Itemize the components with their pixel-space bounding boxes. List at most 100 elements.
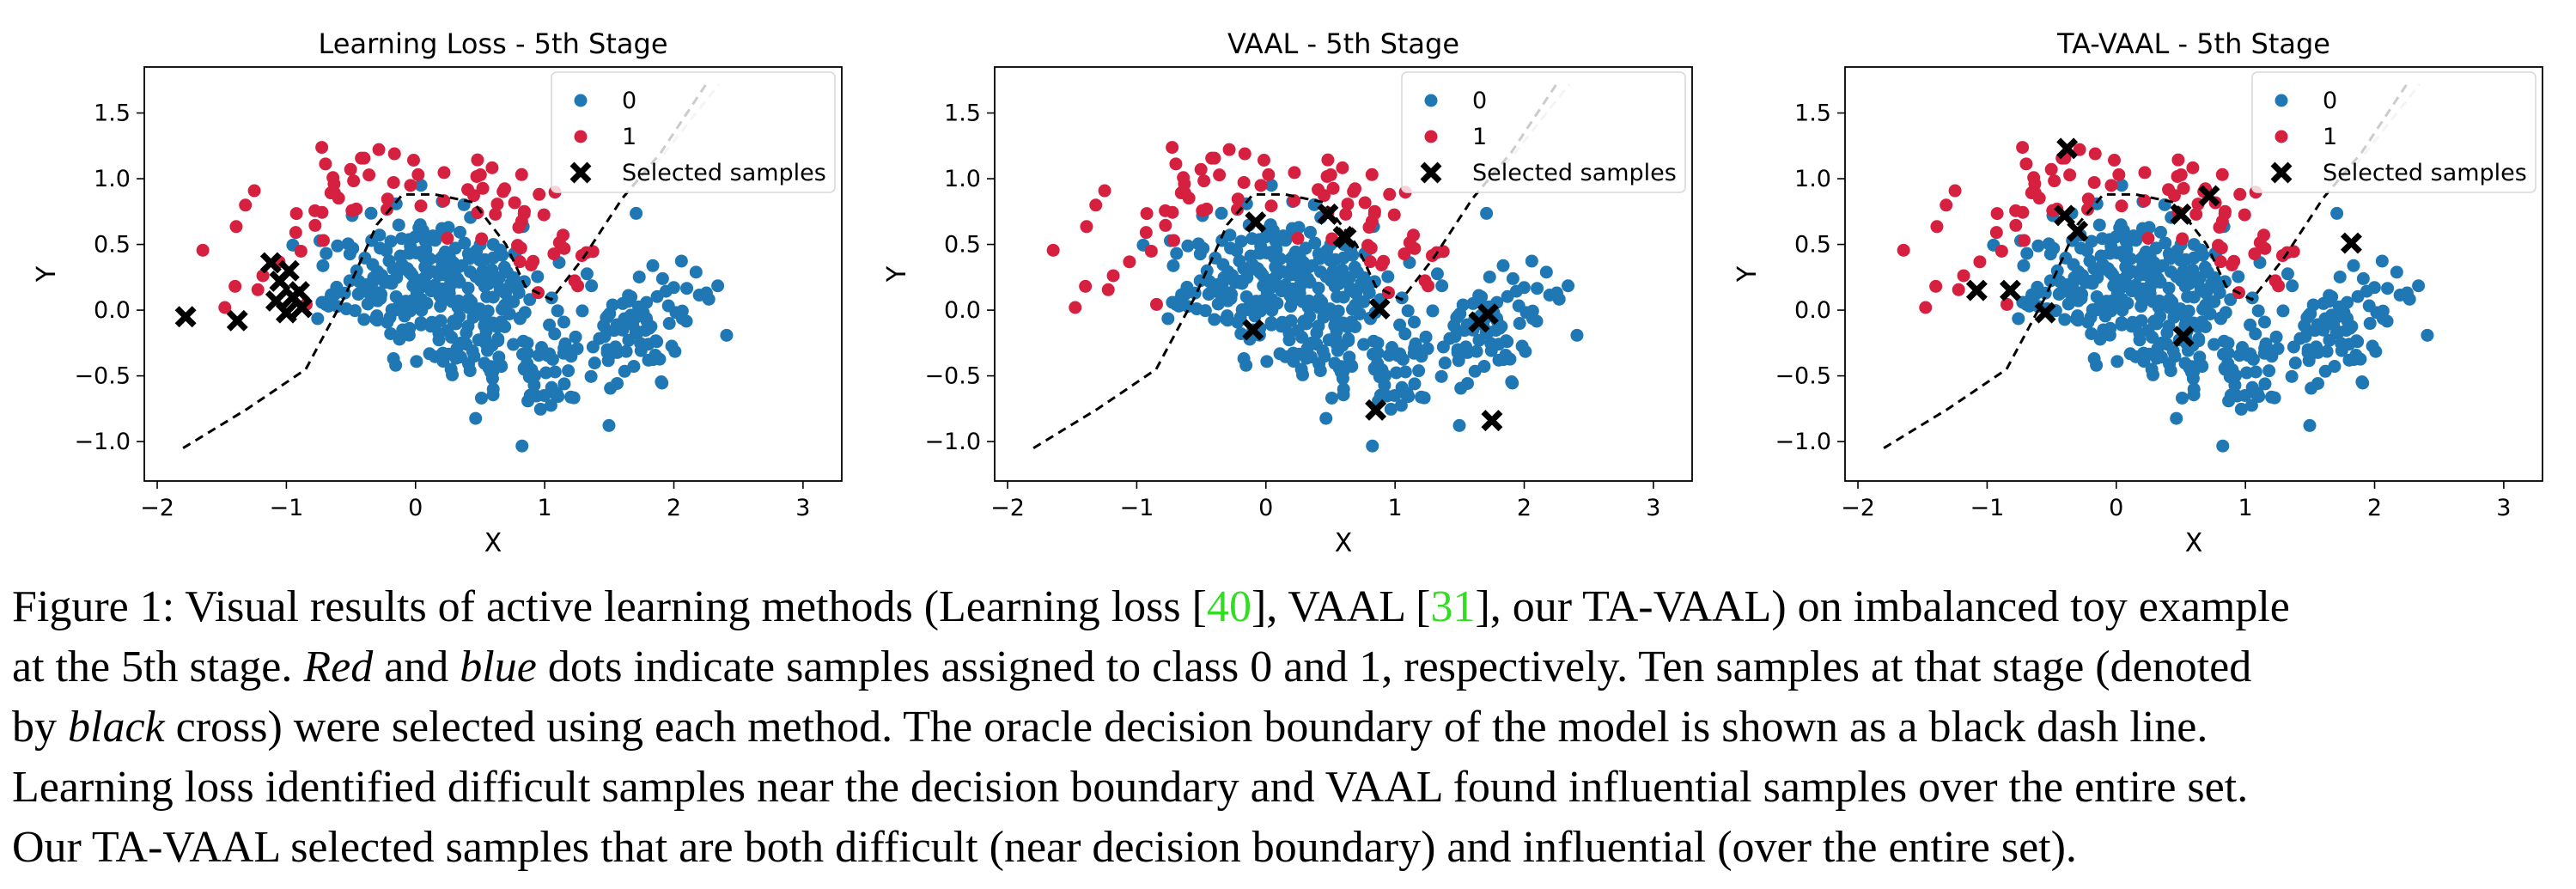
class1-point (1374, 258, 1388, 271)
class0-point (385, 277, 399, 290)
class0-point (1217, 271, 1231, 284)
class1-point (515, 167, 528, 181)
class0-point (661, 299, 675, 313)
class0-point (1289, 285, 1303, 299)
svg-text:1: 1 (622, 124, 636, 150)
class0-point (2187, 251, 2201, 265)
y-axis-label: Y (882, 265, 912, 283)
class0-point (436, 249, 450, 263)
class0-point (1408, 377, 1422, 391)
class0-point (1231, 315, 1245, 329)
selected-sample-marker (277, 259, 300, 282)
class1-point (357, 151, 371, 165)
legend-entry-selected: Selected samples (1420, 160, 1677, 186)
class0-point (619, 344, 633, 358)
class0-point (2340, 312, 2354, 326)
selected-sample-marker (2198, 185, 2220, 207)
class0-point (2362, 299, 2376, 313)
class0-point (1255, 294, 1269, 307)
class0-point (533, 402, 547, 416)
class0-point (1318, 350, 1331, 363)
class1-point (1320, 169, 1334, 183)
class1-point (1197, 174, 1211, 188)
y-tick-label: −1.0 (74, 429, 131, 455)
class1-point (1166, 234, 1180, 247)
class0-point (438, 260, 452, 274)
citation-link[interactable]: 40 (1206, 582, 1251, 631)
class0-point (531, 270, 545, 283)
class1-point (533, 187, 546, 201)
class0-point (622, 289, 636, 302)
chart-title: Learning Loss - 5th Stage (319, 27, 668, 60)
class0-point (1264, 292, 1278, 306)
class1-point (1365, 167, 1379, 181)
class1-point (1166, 205, 1179, 219)
class0-point (610, 376, 624, 390)
class0-point (1308, 236, 1322, 250)
class0-point (1381, 270, 1395, 283)
selected-sample-marker (275, 301, 297, 324)
class0-point (1373, 370, 1386, 384)
class1-point (1422, 279, 1435, 293)
class0-point (466, 310, 480, 324)
axes-frame (143, 66, 843, 482)
class0-point (405, 294, 418, 307)
class1-point (537, 208, 551, 222)
y-tick-label: 0.5 (944, 232, 981, 259)
y-tick-label: −0.5 (74, 363, 131, 390)
class1-point (1069, 301, 1082, 314)
class1-point (319, 157, 332, 171)
class0-point (1472, 289, 1486, 302)
y-tick-label: 0.5 (1794, 232, 1831, 259)
caption-emphasis: black (68, 703, 165, 752)
x-tick-label: 3 (795, 495, 810, 521)
class1-point (485, 161, 499, 174)
class0-point (2333, 300, 2347, 314)
x-tick-label: 3 (1646, 495, 1660, 521)
decision-boundary (182, 83, 708, 449)
class0-point (2325, 308, 2339, 322)
class1-point (1258, 154, 1271, 167)
y-axis-label: Y (32, 265, 62, 283)
class0-point (2360, 284, 2373, 298)
selected-sample-marker (1245, 211, 1267, 234)
class0-point (2182, 304, 2195, 318)
class0-point (1401, 304, 1415, 318)
class0-point (2232, 270, 2245, 283)
class0-point (502, 307, 516, 320)
class0-point (404, 304, 417, 318)
class1-point (239, 198, 253, 212)
class0-point (1337, 251, 1350, 265)
class0-point (2067, 258, 2080, 271)
class1-point (1222, 143, 1236, 156)
class1-point (1349, 182, 1362, 196)
legend-entry-class1: 1 (574, 124, 636, 150)
class0-point (1172, 299, 1186, 313)
class0-point (2031, 239, 2045, 253)
class0-point (2276, 304, 2290, 318)
class0-point (2110, 355, 2124, 368)
class0-point (432, 326, 446, 340)
class0-point (1407, 315, 1421, 329)
class0-point (2147, 295, 2160, 308)
class0-point (1371, 336, 1385, 350)
class0-point (1525, 254, 1538, 268)
class0-point (449, 351, 463, 365)
class0-point (2140, 285, 2153, 299)
class1-point (2088, 147, 2102, 161)
y-tick-label: −1.0 (924, 429, 981, 455)
class1-point (1174, 186, 1188, 200)
class0-point (2342, 338, 2356, 351)
class0-point (521, 346, 534, 360)
class1-point (1321, 153, 1335, 167)
class0-point (414, 318, 428, 332)
y-tick-label: 0.0 (94, 297, 131, 324)
class0-point (331, 239, 344, 253)
citation-link[interactable]: 31 (1430, 582, 1476, 631)
class0-point (1202, 288, 1215, 301)
class1-point (571, 279, 585, 293)
class0-point (1506, 271, 1519, 285)
legend-entry-class0: 0 (2275, 88, 2337, 114)
class0-point (1292, 221, 1306, 234)
class0-point (320, 247, 333, 260)
